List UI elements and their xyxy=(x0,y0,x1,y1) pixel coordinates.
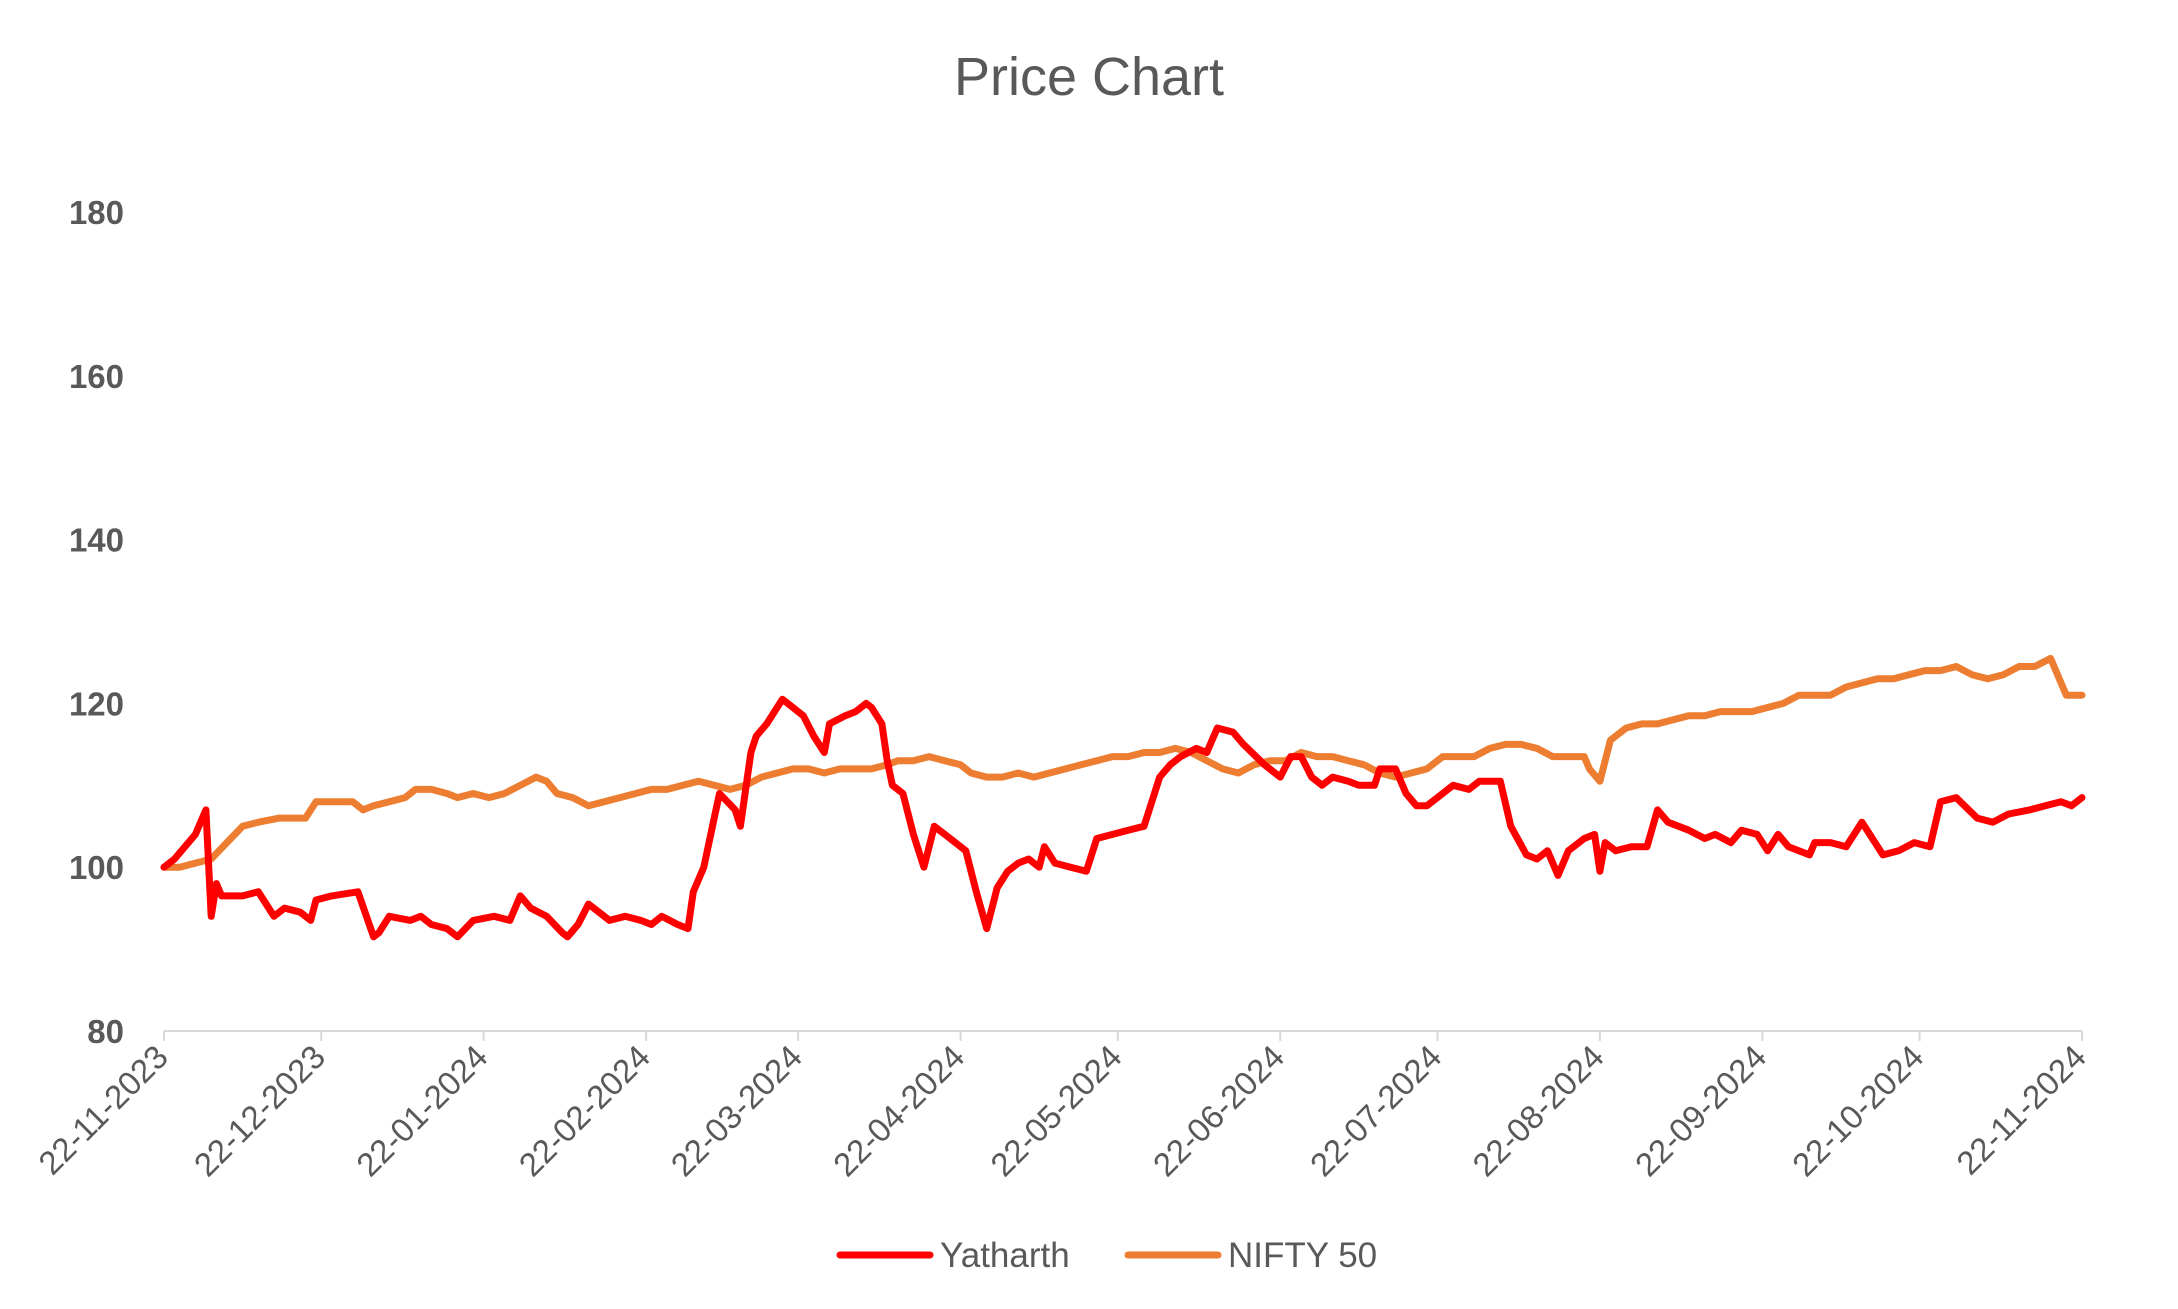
chart-title: Price Chart xyxy=(954,47,1224,107)
y-tick-label: 140 xyxy=(69,522,124,559)
x-tick-label: 22-04-2024 xyxy=(826,1038,972,1184)
x-tick-label: 22-02-2024 xyxy=(512,1038,658,1184)
y-tick-label: 180 xyxy=(69,194,124,231)
y-tick-label: 160 xyxy=(69,358,124,395)
y-tick-label: 120 xyxy=(69,685,124,722)
x-tick-label: 22-01-2024 xyxy=(349,1038,495,1184)
x-tick-label: 22-06-2024 xyxy=(1146,1038,1292,1184)
legend: Yatharth NIFTY 50 xyxy=(836,1236,1377,1275)
series-lines xyxy=(160,654,2086,941)
x-tick-label: 22-11-2023 xyxy=(31,1038,175,1182)
legend-label-yatharth: Yatharth xyxy=(940,1236,1070,1275)
x-tick-label: 22-12-2023 xyxy=(187,1038,333,1184)
x-axis-ticks: 22-11-2023 22-12-2023 22-01-2024 22-02-2024… xyxy=(31,1031,2093,1183)
x-tick-label: 22-11-2024 xyxy=(1949,1038,2093,1182)
x-tick-label: 22-05-2024 xyxy=(983,1038,1129,1184)
y-tick-label: 100 xyxy=(69,849,124,886)
series-line-yatharth xyxy=(160,695,2086,941)
legend-label-nifty-50: NIFTY 50 xyxy=(1228,1236,1377,1275)
x-tick-label: 22-10-2024 xyxy=(1785,1038,1931,1184)
x-tick-label: 22-03-2024 xyxy=(664,1038,810,1184)
x-tick-label: 22-07-2024 xyxy=(1303,1038,1449,1184)
y-axis-ticks: 80 100 120 140 160 180 xyxy=(69,194,124,1050)
x-tick-label: 22-08-2024 xyxy=(1465,1038,1611,1184)
y-tick-label: 80 xyxy=(87,1013,124,1050)
series-line-nifty-50 xyxy=(160,654,2086,871)
x-tick-label: 22-09-2024 xyxy=(1628,1038,1774,1184)
